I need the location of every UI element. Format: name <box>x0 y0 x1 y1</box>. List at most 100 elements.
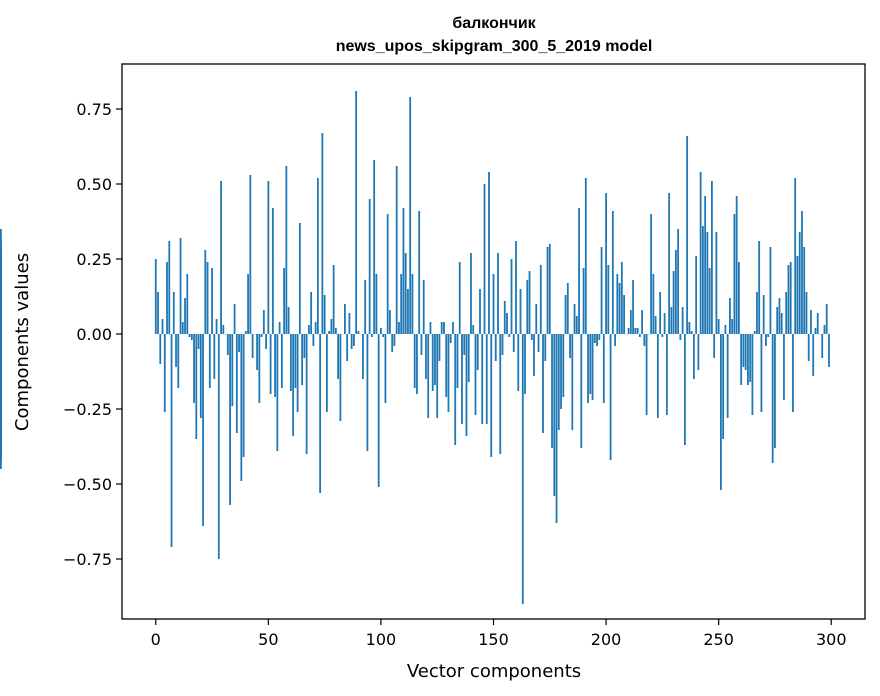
bar <box>425 334 427 379</box>
bar <box>598 334 601 340</box>
bar <box>629 310 632 334</box>
bar <box>823 325 826 334</box>
bar <box>632 280 634 334</box>
bar <box>711 181 713 334</box>
bar <box>584 178 587 334</box>
bar <box>481 334 484 424</box>
bar <box>805 292 808 334</box>
bar <box>226 334 229 355</box>
bar <box>373 160 376 334</box>
bar <box>260 334 263 337</box>
bar <box>803 247 806 334</box>
bar <box>231 334 234 406</box>
bar <box>170 334 173 547</box>
bar <box>810 310 812 334</box>
bar <box>488 172 490 334</box>
bar <box>760 334 763 412</box>
bar <box>609 334 612 460</box>
bar <box>679 334 682 340</box>
bar <box>476 334 479 370</box>
bar <box>699 172 702 334</box>
bar <box>512 334 515 352</box>
bar <box>780 313 783 334</box>
bar <box>490 334 493 457</box>
bar <box>582 268 585 334</box>
bar <box>364 280 367 334</box>
bar <box>704 196 707 334</box>
y-tick-label: −0.25 <box>63 400 112 419</box>
bar <box>521 334 524 604</box>
bar <box>517 334 520 391</box>
y-tick-label: −0.50 <box>63 475 112 494</box>
bar <box>422 280 425 334</box>
bar <box>416 334 418 394</box>
bar <box>542 334 544 433</box>
bar <box>627 328 630 334</box>
bar <box>298 223 301 334</box>
bar <box>494 334 497 361</box>
bar <box>724 325 727 334</box>
bar <box>316 178 319 334</box>
bar <box>661 334 664 337</box>
bar <box>467 334 470 382</box>
bar <box>190 334 193 340</box>
bar <box>479 289 481 334</box>
bar <box>828 334 830 367</box>
bar <box>668 193 671 334</box>
bar <box>454 334 457 445</box>
bar <box>798 232 801 334</box>
bar <box>456 334 459 388</box>
bar <box>159 334 162 364</box>
bar <box>330 319 333 334</box>
bar <box>726 334 729 418</box>
bar <box>172 292 175 334</box>
bar <box>756 292 758 334</box>
bar <box>623 295 625 334</box>
bar <box>251 334 254 358</box>
bar <box>717 319 720 334</box>
bar <box>564 295 567 334</box>
y-tick-label: 0.50 <box>76 175 112 194</box>
bar <box>402 208 405 334</box>
y-tick-label: 0.25 <box>76 250 112 269</box>
bar <box>506 313 508 334</box>
bar <box>789 262 792 334</box>
bar <box>720 334 722 490</box>
bar <box>244 331 247 334</box>
bar <box>497 253 499 334</box>
bar <box>314 322 317 334</box>
y-tick-label: 0.75 <box>76 100 112 119</box>
bar <box>796 256 799 334</box>
x-tick-label: 300 <box>816 630 847 649</box>
bar <box>267 181 270 334</box>
bar <box>202 334 204 526</box>
bar <box>654 316 657 334</box>
bar <box>638 334 641 337</box>
bar <box>611 211 614 334</box>
bar <box>339 334 342 421</box>
bar <box>618 283 621 334</box>
bar <box>645 334 648 415</box>
bar <box>605 193 607 334</box>
bar <box>391 334 394 352</box>
y-tick-label: 0.00 <box>76 325 112 344</box>
bar <box>229 334 231 505</box>
bar <box>485 334 488 424</box>
bar-series <box>0 91 830 604</box>
bar <box>332 265 335 334</box>
bar <box>177 334 180 388</box>
bar <box>614 334 616 346</box>
bar <box>431 334 434 391</box>
bar <box>242 334 245 457</box>
bar <box>544 334 547 361</box>
bar <box>371 334 373 337</box>
bar <box>186 274 189 334</box>
bar <box>578 208 580 334</box>
bar <box>769 247 772 334</box>
bar <box>751 334 754 415</box>
x-axis-ticks: 0 50 100 150 200 250 300 <box>151 619 847 649</box>
bar <box>557 334 560 430</box>
x-tick-label: 200 <box>591 630 622 649</box>
bar <box>591 334 594 400</box>
bar <box>472 325 475 334</box>
